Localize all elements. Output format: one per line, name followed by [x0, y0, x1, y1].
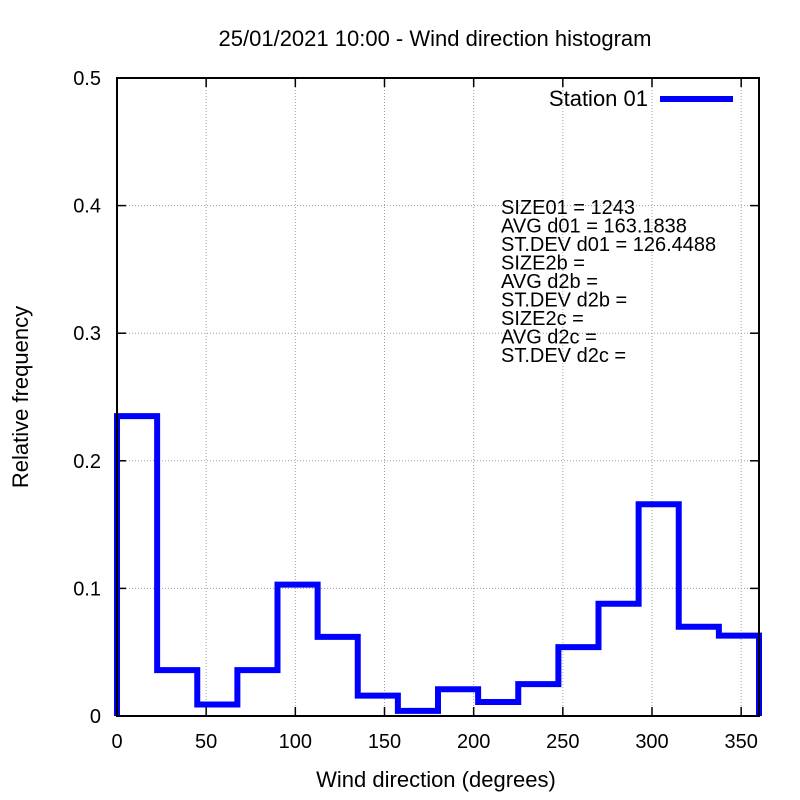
stats-line: AVG d2b = — [501, 271, 598, 293]
stats-line: SIZE2c = — [501, 308, 584, 330]
y-tick-label: 0 — [90, 706, 101, 728]
plot-frame — [116, 77, 760, 717]
x-tick-label: 200 — [457, 731, 490, 753]
y-tick-label: 0.3 — [73, 323, 101, 345]
y-axis-label: Relative frequency — [8, 306, 33, 488]
histogram-series-line — [114, 413, 762, 716]
stats-line: SIZE01 = 1243 — [501, 197, 635, 219]
y-tick-labels: 0 0.1 0.2 0.3 0.4 0.5 — [73, 68, 101, 728]
y-tick-label: 0.2 — [73, 451, 101, 473]
x-axis-label: Wind direction (degrees) — [316, 767, 556, 792]
x-tick-label: 150 — [368, 731, 401, 753]
y-tick-label: 0.1 — [73, 578, 101, 600]
axis-ticks — [116, 77, 759, 717]
grid-lines — [117, 78, 759, 716]
stats-line: ST.DEV d2b = — [501, 290, 627, 312]
x-tick-label: 350 — [724, 731, 757, 753]
x-tick-label: 50 — [195, 731, 217, 753]
x-tick-labels: 0 50 100 150 200 250 300 350 — [111, 731, 757, 753]
chart-title: 25/01/2021 10:00 - Wind direction histog… — [219, 26, 652, 51]
stats-line: AVG d01 = 163.1838 — [501, 216, 687, 238]
stats-line: SIZE2b = — [501, 253, 585, 275]
stats-line: ST.DEV d01 = 126.4488 — [501, 234, 716, 256]
y-tick-label: 0.4 — [73, 196, 101, 218]
legend-label: Station 01 — [549, 86, 648, 111]
x-tick-label: 300 — [635, 731, 668, 753]
x-tick-label: 250 — [546, 731, 579, 753]
series-layer — [114, 413, 762, 716]
stats-line: ST.DEV d2c = — [501, 345, 626, 367]
x-tick-label: 100 — [279, 731, 312, 753]
x-tick-label: 0 — [111, 731, 122, 753]
legend: Station 01 — [549, 86, 733, 111]
stats-line: AVG d2c = — [501, 327, 597, 349]
y-tick-label: 0.5 — [73, 68, 101, 90]
